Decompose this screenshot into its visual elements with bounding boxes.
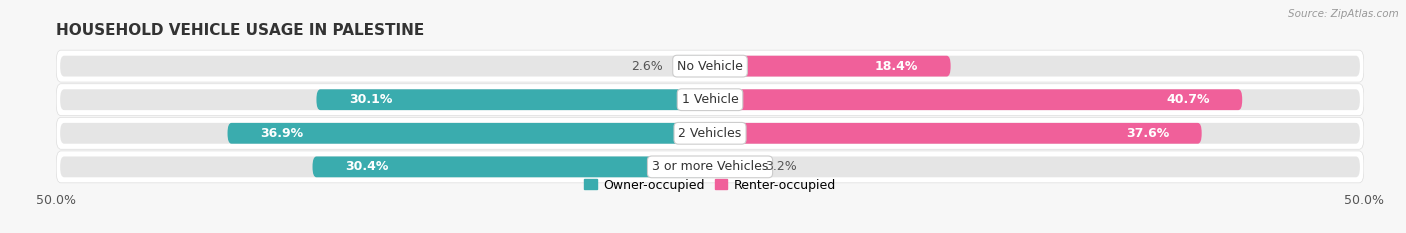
FancyBboxPatch shape (228, 123, 709, 144)
FancyBboxPatch shape (710, 89, 1360, 110)
FancyBboxPatch shape (711, 56, 950, 76)
Legend: Owner-occupied, Renter-occupied: Owner-occupied, Renter-occupied (579, 174, 841, 197)
Text: 30.4%: 30.4% (346, 160, 388, 173)
Text: 37.6%: 37.6% (1126, 127, 1168, 140)
FancyBboxPatch shape (710, 157, 1360, 177)
Text: Source: ZipAtlas.com: Source: ZipAtlas.com (1288, 9, 1399, 19)
FancyBboxPatch shape (711, 157, 752, 177)
FancyBboxPatch shape (711, 123, 1202, 144)
Text: 2.6%: 2.6% (631, 60, 664, 73)
Text: 3 or more Vehicles: 3 or more Vehicles (652, 160, 768, 173)
FancyBboxPatch shape (710, 56, 1360, 76)
Text: 3.2%: 3.2% (765, 160, 797, 173)
FancyBboxPatch shape (60, 89, 710, 110)
Text: HOUSEHOLD VEHICLE USAGE IN PALESTINE: HOUSEHOLD VEHICLE USAGE IN PALESTINE (56, 23, 425, 38)
FancyBboxPatch shape (60, 56, 710, 76)
FancyBboxPatch shape (316, 89, 709, 110)
FancyBboxPatch shape (56, 50, 1364, 82)
Text: 2 Vehicles: 2 Vehicles (679, 127, 741, 140)
Text: 40.7%: 40.7% (1166, 93, 1209, 106)
FancyBboxPatch shape (56, 151, 1364, 183)
FancyBboxPatch shape (56, 84, 1364, 116)
Text: 1 Vehicle: 1 Vehicle (682, 93, 738, 106)
Text: No Vehicle: No Vehicle (678, 60, 742, 73)
Text: 18.4%: 18.4% (875, 60, 918, 73)
FancyBboxPatch shape (676, 56, 709, 76)
FancyBboxPatch shape (710, 123, 1360, 144)
Text: 30.1%: 30.1% (349, 93, 392, 106)
FancyBboxPatch shape (56, 117, 1364, 149)
FancyBboxPatch shape (312, 157, 709, 177)
FancyBboxPatch shape (60, 123, 710, 144)
FancyBboxPatch shape (711, 89, 1243, 110)
Text: 36.9%: 36.9% (260, 127, 304, 140)
FancyBboxPatch shape (60, 157, 710, 177)
